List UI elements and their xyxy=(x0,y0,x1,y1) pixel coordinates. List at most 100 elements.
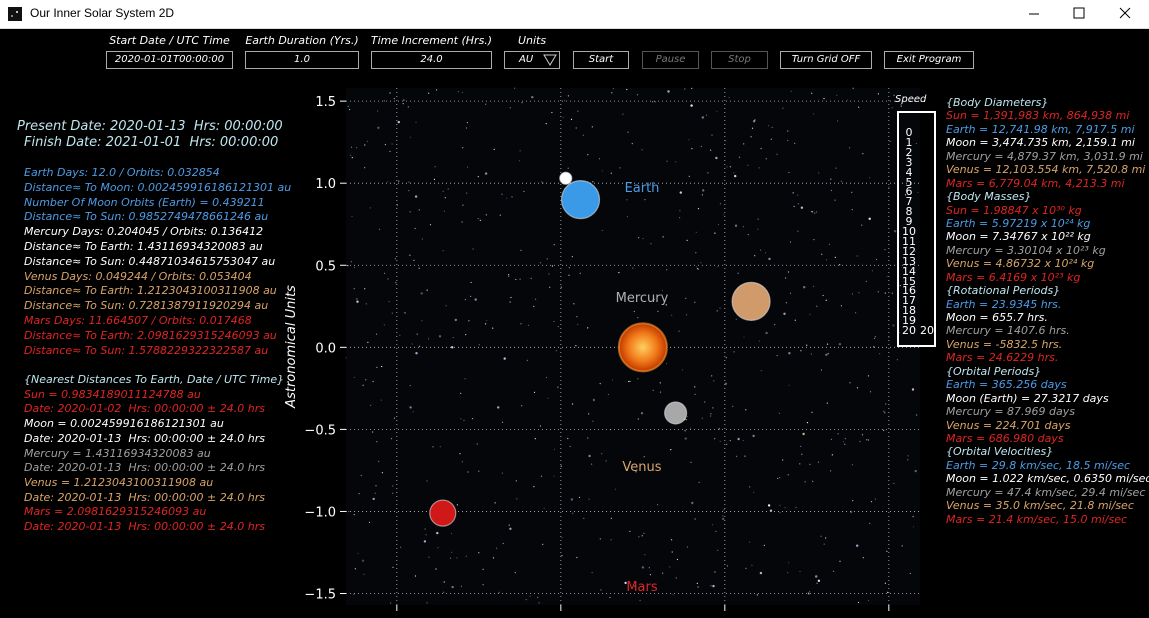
star xyxy=(915,142,917,145)
star xyxy=(779,512,781,514)
star xyxy=(610,517,612,519)
star xyxy=(492,557,495,559)
star xyxy=(816,582,818,584)
star xyxy=(576,316,578,318)
star xyxy=(659,391,662,393)
text-input[interactable]: 2020-01-01T00:00:00 xyxy=(106,51,233,69)
button[interactable]: Pause xyxy=(642,51,699,69)
star xyxy=(779,504,781,506)
star xyxy=(501,193,503,195)
star xyxy=(374,492,376,494)
star xyxy=(424,528,426,530)
star xyxy=(900,105,902,107)
star xyxy=(350,146,353,148)
info-line: Venus Days: 0.049244 / Orbits: 0.053404 xyxy=(24,269,252,283)
units-select[interactable]: AU xyxy=(504,51,560,69)
info-line: Distance≈ To Sun: 1.5788229322322587 au xyxy=(24,343,269,357)
star xyxy=(840,305,843,307)
star xyxy=(666,363,668,365)
star xyxy=(712,584,715,588)
star xyxy=(827,353,829,355)
star xyxy=(851,209,853,211)
star xyxy=(372,380,374,383)
close-button[interactable] xyxy=(1119,7,1131,19)
star xyxy=(704,401,706,403)
star xyxy=(516,498,518,500)
star xyxy=(787,130,789,132)
text-input[interactable]: 24.0 xyxy=(371,51,492,69)
button[interactable]: Stop xyxy=(711,51,768,69)
star xyxy=(696,582,698,584)
star xyxy=(638,237,640,239)
star xyxy=(391,312,393,314)
star xyxy=(629,380,631,382)
star xyxy=(714,571,716,573)
info-line: Mercury = 1407.6 hrs. xyxy=(946,324,1070,338)
star xyxy=(587,154,589,156)
star xyxy=(387,181,389,183)
star xyxy=(463,419,465,421)
star xyxy=(592,420,594,422)
star xyxy=(757,228,759,230)
button[interactable]: Exit Program xyxy=(884,51,974,69)
star xyxy=(436,531,439,535)
star xyxy=(390,438,393,440)
star xyxy=(813,285,815,287)
star xyxy=(472,248,474,250)
star xyxy=(884,249,886,251)
star xyxy=(454,318,457,322)
info-line: Earth = 365.256 days xyxy=(946,378,1067,392)
star xyxy=(809,591,811,593)
maximize-button[interactable] xyxy=(1073,7,1085,19)
star xyxy=(409,136,411,138)
star xyxy=(726,166,728,168)
star xyxy=(610,172,612,174)
info-line: Distance≈ To Moon: 0.002459916186121301 … xyxy=(24,180,292,194)
button[interactable]: Start xyxy=(573,51,629,69)
star xyxy=(777,477,779,479)
info-line: Venus = 35.0 km/sec, 21.8 mi/sec xyxy=(946,499,1134,513)
button[interactable]: Turn Grid OFF xyxy=(780,51,872,69)
star xyxy=(408,181,410,183)
star xyxy=(747,234,749,236)
star xyxy=(402,103,404,105)
star xyxy=(654,101,656,103)
star xyxy=(643,456,645,458)
star xyxy=(758,167,760,169)
star xyxy=(809,463,811,465)
star xyxy=(790,90,792,92)
speed-tick: 1 xyxy=(905,135,913,149)
star xyxy=(383,324,385,326)
star xyxy=(672,593,674,596)
star xyxy=(879,353,881,355)
body xyxy=(664,401,688,425)
star xyxy=(652,389,654,391)
star xyxy=(632,267,634,269)
star xyxy=(874,336,876,338)
star xyxy=(485,214,487,216)
star xyxy=(557,326,559,328)
star xyxy=(745,409,747,411)
star xyxy=(456,504,458,506)
star xyxy=(689,427,692,429)
star xyxy=(529,595,531,597)
speed-scale[interactable]: 0 1 2 3 4 5 6 7 8 9 10 11 12 13 14 15 16 17 18 19 20 20 xyxy=(897,111,936,347)
star xyxy=(765,252,767,254)
star xyxy=(509,301,511,303)
star xyxy=(570,118,573,120)
dropdown-arrow[interactable] xyxy=(543,54,557,66)
star xyxy=(691,87,693,89)
star xyxy=(822,294,824,297)
star xyxy=(376,441,378,443)
star xyxy=(701,194,703,196)
star xyxy=(662,572,664,574)
info-line: Date: 2020-01-13 Hrs: 00:00:00 ± 24.0 hr… xyxy=(24,490,265,504)
star xyxy=(778,412,780,414)
star xyxy=(826,343,829,345)
star xyxy=(349,154,352,156)
star xyxy=(888,186,890,188)
star xyxy=(862,557,864,559)
star xyxy=(650,243,652,245)
text-input[interactable]: 1.0 xyxy=(245,51,359,69)
star xyxy=(795,507,797,509)
